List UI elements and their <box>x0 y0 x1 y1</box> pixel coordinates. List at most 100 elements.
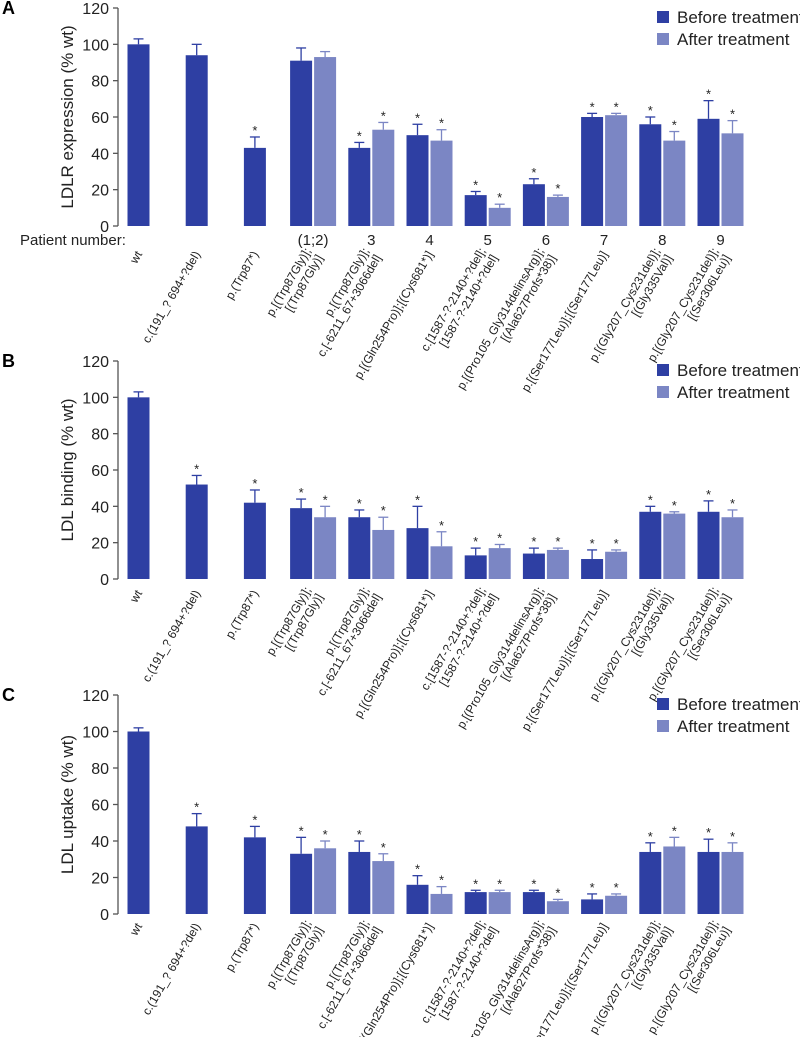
significance-star: * <box>357 827 362 842</box>
significance-star: * <box>299 485 304 500</box>
bar-before <box>406 135 429 226</box>
significance-star: * <box>590 536 595 551</box>
bar-before <box>639 511 662 579</box>
patient-number: 3 <box>367 232 375 249</box>
bar-after <box>372 129 395 226</box>
bar-before <box>185 55 208 226</box>
legend-swatch-after <box>657 33 669 45</box>
patient-number: 8 <box>658 232 666 249</box>
bar-after <box>721 517 744 579</box>
bar-after <box>605 115 628 226</box>
significance-star: * <box>415 492 420 507</box>
bar-before <box>348 147 371 226</box>
category-label: p.[(Trp87Gly)];[(Trp87Gly)] <box>263 917 326 998</box>
significance-star: * <box>614 536 619 551</box>
significance-star: * <box>381 840 386 855</box>
panel-letter: C <box>2 685 15 705</box>
significance-star: * <box>439 873 444 888</box>
significance-star: * <box>730 829 735 844</box>
significance-star: * <box>323 827 328 842</box>
significance-star: * <box>648 829 653 844</box>
significance-star: * <box>381 503 386 518</box>
bar-after <box>314 517 337 579</box>
bar-before <box>697 511 720 579</box>
bar-after <box>488 892 511 914</box>
legend-label-after: After treatment <box>677 717 790 736</box>
y-tick-label: 100 <box>82 390 109 407</box>
y-tick-label: 80 <box>91 74 109 91</box>
bar-after <box>314 848 337 914</box>
patient-number: 7 <box>600 232 608 249</box>
legend-label-before: Before treatment <box>677 695 800 714</box>
significance-star: * <box>473 534 478 549</box>
bar-before <box>581 899 604 914</box>
y-axis-label: LDL binding (% wt) <box>58 399 77 542</box>
bar-after <box>430 893 453 914</box>
patient-number: (1;2) <box>298 232 329 249</box>
bar-before <box>581 117 604 226</box>
category-label: p.(Trp87*) <box>223 588 262 641</box>
legend-swatch-after <box>657 386 669 398</box>
significance-star: * <box>194 461 199 476</box>
bar-before <box>464 195 487 226</box>
significance-star: * <box>730 107 735 122</box>
significance-star: * <box>706 825 711 840</box>
bar-before <box>697 118 720 226</box>
significance-star: * <box>672 498 677 513</box>
legend-label-before: Before treatment <box>677 8 800 27</box>
category-label-line: c.(191_? 694+?del) <box>139 921 203 1018</box>
bar-before <box>522 553 545 579</box>
significance-star: * <box>439 518 444 533</box>
category-label: wt <box>126 920 145 939</box>
legend-label-before: Before treatment <box>677 361 800 380</box>
bar-after <box>314 57 337 226</box>
bar-after <box>663 140 686 226</box>
legend-swatch-after <box>657 720 669 732</box>
category-label: p.[(Trp87Gly)];[(Trp87Gly)] <box>263 245 326 326</box>
bar-before <box>697 851 720 914</box>
legend-label-after: After treatment <box>677 383 790 402</box>
bar-before <box>348 851 371 914</box>
category-label-line: p.(Trp87*) <box>223 588 262 641</box>
bar-before <box>127 44 150 227</box>
significance-star: * <box>357 496 362 511</box>
significance-star: * <box>555 885 560 900</box>
y-tick-label: 120 <box>82 688 109 705</box>
panel-letter: A <box>2 0 15 18</box>
y-tick-label: 120 <box>82 1 109 18</box>
bar-after <box>372 861 395 914</box>
bar-after <box>663 513 686 579</box>
bar-after <box>546 901 569 914</box>
category-label: wt <box>126 587 145 606</box>
bar-before <box>639 124 662 226</box>
panel-letter: B <box>2 351 15 371</box>
bar-after <box>721 851 744 914</box>
bar-before <box>522 184 545 226</box>
bar-after <box>605 551 628 579</box>
bar-before <box>348 517 371 579</box>
bar-after <box>663 846 686 914</box>
significance-star: * <box>590 880 595 895</box>
significance-star: * <box>323 492 328 507</box>
significance-star: * <box>730 496 735 511</box>
significance-star: * <box>473 177 478 192</box>
y-tick-label: 20 <box>91 183 109 200</box>
bar-before <box>290 60 313 226</box>
bar-before <box>639 851 662 914</box>
y-tick-label: 20 <box>91 871 109 888</box>
significance-star: * <box>497 530 502 545</box>
y-tick-label: 40 <box>91 834 109 851</box>
significance-star: * <box>439 116 444 131</box>
bar-before <box>127 731 150 914</box>
patient-number: 6 <box>542 232 550 249</box>
bar-after <box>721 133 744 226</box>
significance-star: * <box>299 823 304 838</box>
legend-label-after: After treatment <box>677 30 790 49</box>
bar-after <box>372 529 395 579</box>
bar-before <box>522 892 545 914</box>
significance-star: * <box>497 190 502 205</box>
significance-star: * <box>415 862 420 877</box>
significance-star: * <box>531 165 536 180</box>
bar-before <box>127 397 150 579</box>
y-tick-label: 60 <box>91 463 109 480</box>
